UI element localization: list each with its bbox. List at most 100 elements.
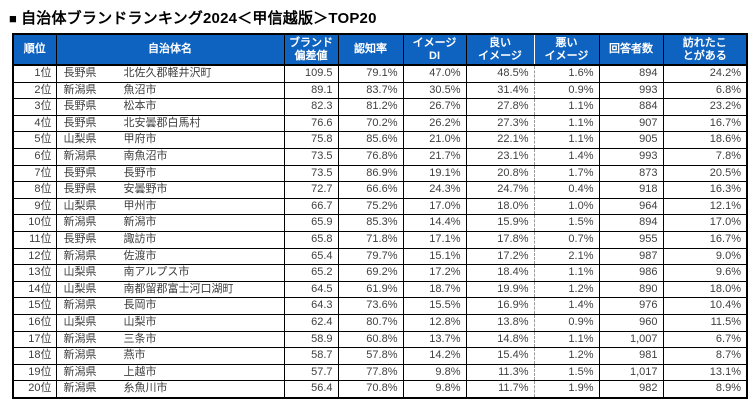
municipality-cell: 山梨県 南都留郡富士河口湖町 [56, 281, 285, 299]
city-label: 甲州市 [123, 199, 157, 212]
bad_image-cell: 1.2% [534, 281, 600, 299]
page-title-text: 自治体ブランドランキング2024＜甲信越版＞TOP20 [21, 10, 377, 27]
brand_score-cell: 57.7 [284, 364, 339, 382]
rank-cell: 4位 [13, 115, 57, 133]
city-label: 南魚沼市 [123, 149, 168, 162]
awareness-cell: 83.7% [338, 82, 404, 100]
image_di-cell: 13.7% [403, 331, 467, 349]
bad_image-cell: 0.4% [534, 181, 600, 199]
visited-cell: 8.7% [663, 347, 747, 365]
table-row: 8位 長野県 安曇野市 72.7 66.6% 24.3% 24.7% 0.4% 918 16.3% [13, 181, 747, 199]
prefecture-label: 山梨県 [63, 315, 97, 328]
rank-cell: 17位 [13, 331, 57, 349]
image_di-cell: 14.2% [403, 347, 467, 365]
good_image-cell: 17.2% [466, 248, 535, 266]
city-label: 燕市 [123, 349, 146, 362]
image_di-cell: 15.1% [403, 248, 467, 266]
good_image-cell: 13.8% [466, 314, 535, 332]
bad_image-cell: 1.5% [534, 214, 600, 232]
brand_score-cell: 65.8 [284, 231, 339, 249]
awareness-cell: 70.8% [338, 380, 404, 398]
visited-cell: 24.2% [663, 65, 747, 83]
table-body: 1位 長野県 北佐久郡軽井沢町 109.5 79.1% 47.0% 48.5% 1.6% 894… [13, 65, 747, 398]
brand_score-cell: 75.8 [284, 131, 339, 149]
prefecture-label: 新潟県 [63, 299, 97, 312]
brand_score-cell: 72.7 [284, 181, 339, 199]
bad_image-cell: 0.7% [534, 231, 600, 249]
image_di-cell: 21.7% [403, 148, 467, 166]
visited-cell: 9.6% [663, 264, 747, 282]
bad_image-cell: 1.2% [534, 347, 600, 365]
prefecture-label: 山梨県 [63, 266, 97, 279]
image_di-cell: 17.0% [403, 198, 467, 216]
rank-cell: 1位 [13, 65, 57, 83]
good_image-cell: 31.4% [466, 82, 535, 100]
good_image-cell: 23.1% [466, 148, 535, 166]
brand_score-cell: 89.1 [284, 82, 339, 100]
brand_score-cell: 66.7 [284, 198, 339, 216]
table-row: 2位 新潟県 魚沼市 89.1 83.7% 30.5% 31.4% 0.9% 993 6.8% [13, 82, 747, 100]
respondents-cell: 894 [599, 65, 664, 83]
bad_image-cell: 1.4% [534, 297, 600, 315]
awareness-cell: 75.2% [338, 198, 404, 216]
table-row: 14位 山梨県 南都留郡富士河口湖町 64.5 61.9% 18.7% 19.9% 1.2% 8… [13, 281, 747, 299]
rank-cell: 19位 [13, 364, 57, 382]
good_image-cell: 27.3% [466, 115, 535, 133]
awareness-cell: 70.2% [338, 115, 404, 133]
brand_score-cell: 64.3 [284, 297, 339, 315]
column-header-bad_image: 悪い イメージ [534, 34, 600, 66]
municipality-cell: 新潟県 糸魚川市 [56, 380, 285, 398]
table-row: 9位 山梨県 甲州市 66.7 75.2% 17.0% 18.0% 1.0% 964 12.1% [13, 198, 747, 216]
image_di-cell: 9.8% [403, 380, 467, 398]
bad_image-cell: 1.6% [534, 65, 600, 83]
awareness-cell: 86.9% [338, 165, 404, 183]
awareness-cell: 73.6% [338, 297, 404, 315]
brand_score-cell: 58.7 [284, 347, 339, 365]
awareness-cell: 60.8% [338, 331, 404, 349]
image_di-cell: 14.4% [403, 214, 467, 232]
rank-cell: 14位 [13, 281, 57, 299]
table-row: 1位 長野県 北佐久郡軽井沢町 109.5 79.1% 47.0% 48.5% 1.6% 894… [13, 65, 747, 83]
column-header-image_di: イメージ DI [403, 34, 467, 66]
prefecture-label: 長野県 [63, 67, 97, 79]
prefecture-label: 長野県 [63, 116, 97, 129]
brand_score-cell: 62.4 [284, 314, 339, 332]
good_image-cell: 14.8% [466, 331, 535, 349]
respondents-cell: 987 [599, 248, 664, 266]
municipality-cell: 新潟県 長岡市 [56, 297, 285, 315]
visited-cell: 13.1% [663, 364, 747, 382]
column-header-label: とがある [682, 49, 727, 62]
respondents-cell: 905 [599, 131, 664, 149]
brand_score-cell: 56.4 [284, 380, 339, 398]
prefecture-label: 新潟県 [63, 216, 97, 229]
image_di-cell: 17.1% [403, 231, 467, 249]
brand_score-cell: 73.5 [284, 148, 339, 166]
good_image-cell: 22.1% [466, 131, 535, 149]
rank-cell: 6位 [13, 148, 57, 166]
table-row: 11位 長野県 諏訪市 65.8 71.8% 17.1% 17.8% 0.7% 955 16.7% [13, 231, 747, 249]
city-label: 松本市 [123, 100, 157, 113]
good_image-cell: 16.9% [466, 297, 535, 315]
rank-cell: 2位 [13, 82, 57, 100]
brand_score-cell: 73.5 [284, 165, 339, 183]
municipality-cell: 新潟県 新潟市 [56, 214, 285, 232]
visited-cell: 17.0% [663, 214, 747, 232]
city-label: 諏訪市 [123, 232, 157, 245]
city-label: 魚沼市 [123, 83, 157, 96]
column-header-label: 偏差値 [294, 49, 328, 62]
prefecture-label: 新潟県 [63, 365, 97, 378]
table-row: 20位 新潟県 糸魚川市 56.4 70.8% 9.8% 11.7% 1.9% 982 8.9% [13, 380, 747, 398]
awareness-cell: 66.6% [338, 181, 404, 199]
municipality-cell: 山梨県 甲府市 [56, 131, 285, 149]
city-label: 北安曇郡白馬村 [123, 116, 201, 129]
table-row: 7位 長野県 長野市 73.5 86.9% 19.1% 20.8% 1.7% 873 20.5% [13, 165, 747, 183]
respondents-cell: 986 [599, 264, 664, 282]
city-label: 新潟市 [123, 216, 157, 229]
rank-cell: 12位 [13, 248, 57, 266]
bad_image-cell: 1.4% [534, 148, 600, 166]
rank-cell: 15位 [13, 297, 57, 315]
good_image-cell: 15.4% [466, 347, 535, 365]
column-header-label: 悪い [555, 36, 578, 49]
bad_image-cell: 1.1% [534, 98, 600, 116]
